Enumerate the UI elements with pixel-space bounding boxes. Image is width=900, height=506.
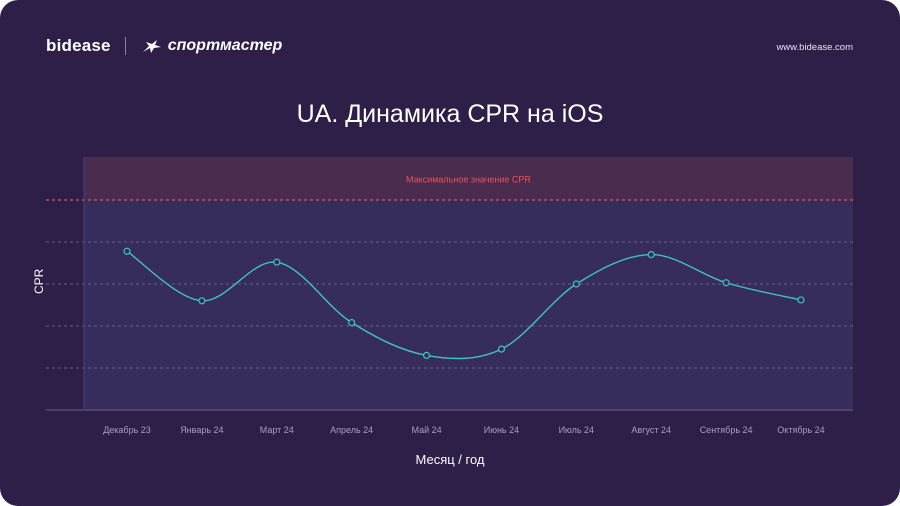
website-link[interactable]: www.bidease.com (776, 42, 853, 53)
data-point (123, 247, 131, 255)
x-tick-label: Март 24 (260, 425, 294, 435)
x-tick-label: Апрель 24 (330, 425, 373, 435)
sportmaster-runner-icon (142, 40, 161, 53)
data-point (348, 319, 356, 327)
series-line (126, 250, 802, 360)
x-tick-labels: Декабрь 23 Январь 24 Март 24 Апрель 24 Май 2… (103, 425, 825, 435)
data-point (422, 351, 431, 359)
data-point (198, 297, 206, 305)
x-tick-label: Декабрь 23 (103, 425, 151, 435)
max-value-label: Максимальное значение CPR (406, 175, 531, 185)
x-tick-label: Июль 24 (559, 425, 594, 435)
x-axis-label: Месяц / год (415, 452, 485, 467)
data-point (722, 279, 730, 287)
brand-logos: bidease спортмастер (46, 36, 282, 56)
sportmaster-logo: спортмастер (140, 37, 283, 55)
max-value-band (84, 157, 853, 200)
chart-title: UA. Динамика CPR на iOS (296, 100, 604, 128)
bidease-logo: bidease (46, 36, 111, 55)
plot-area (84, 200, 853, 410)
data-point (797, 296, 805, 304)
data-point (647, 251, 655, 259)
logo-divider (124, 37, 126, 55)
grid-lines (46, 241, 853, 411)
x-tick-label: Сентябрь 24 (700, 425, 753, 435)
data-points (123, 247, 805, 359)
x-tick-label: Октябрь 24 (777, 425, 824, 435)
data-point (497, 345, 506, 353)
data-point (572, 280, 580, 288)
x-tick-label: Май 24 (411, 425, 441, 435)
data-point (273, 258, 281, 266)
x-tick-label: Июнь 24 (484, 425, 519, 435)
x-tick-label: Август 24 (631, 425, 671, 435)
sportmaster-wordmark: спортмастер (167, 37, 283, 54)
x-tick-label: Январь 24 (180, 425, 223, 435)
